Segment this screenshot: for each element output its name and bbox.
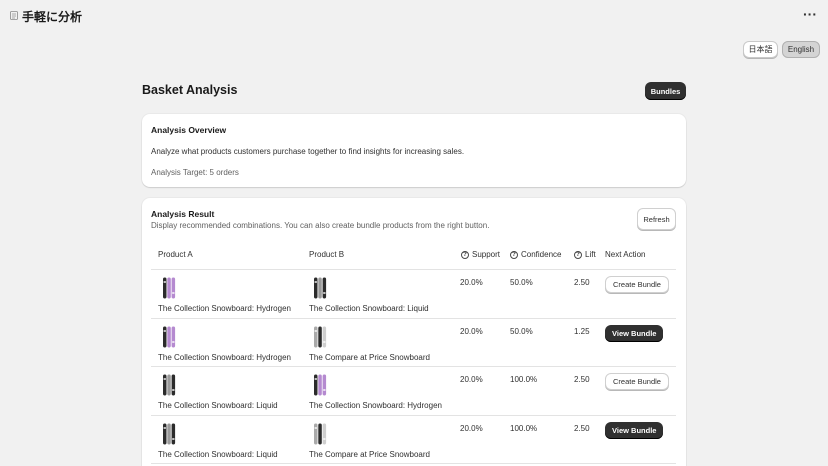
row-divider	[151, 366, 676, 367]
product-a-header-label: Product A	[158, 250, 193, 259]
confidence-value: 50.0%	[510, 326, 533, 336]
confidence-value: 100.0%	[510, 375, 538, 384]
product-b-thumbnail	[313, 374, 327, 396]
analysis-overview-card: Analysis Overview Analyze what products …	[142, 114, 686, 187]
result-description: Display recommended combinations. You ca…	[151, 221, 490, 230]
product-b-name: The Compare at Price Snowboard	[309, 352, 430, 362]
support-value: 20.0%	[460, 423, 483, 433]
overview-description: Analyze what products customers purchase…	[151, 147, 465, 156]
analysis-result-card: Analysis Result Display recommended comb…	[142, 198, 686, 466]
confidence-value: 50.0%	[510, 278, 533, 287]
lang-english-button[interactable]: English	[782, 41, 820, 58]
confidence-value: 100.0%	[510, 423, 538, 433]
app-title: 手軽に分析	[22, 10, 83, 24]
support-value: 20.0%	[460, 375, 483, 384]
column-header-product-a: Product A	[158, 250, 193, 259]
product-a-name: The Collection Snowboard: Liquid	[158, 449, 278, 459]
help-circle-icon[interactable]: ?	[510, 250, 518, 259]
app-header: 手軽に分析 ···	[0, 0, 828, 32]
table-row: The Collection Snowboard: Liquid The Comp…	[142, 416, 686, 464]
view-bundle-button[interactable]: View Bundle	[605, 324, 664, 342]
product-b-name: The Collection Snowboard: Hydrogen	[309, 401, 442, 410]
column-header-lift[interactable]: ? Lift	[574, 250, 596, 259]
lift-value: 2.50	[574, 278, 590, 287]
lang-japanese-button[interactable]: 日本語	[743, 41, 778, 58]
product-b-name: The Collection Snowboard: Liquid	[309, 304, 429, 313]
create-bundle-button[interactable]: Create Bundle	[605, 373, 669, 390]
page-title: Basket Analysis	[142, 83, 238, 97]
view-bundle-button[interactable]: View Bundle	[605, 421, 664, 439]
row-divider	[151, 317, 676, 319]
product-b-header-label: Product B	[309, 250, 345, 259]
overview-title: Analysis Overview	[151, 125, 227, 135]
help-circle-icon[interactable]: ?	[574, 250, 582, 259]
more-menu-button[interactable]: ···	[803, 6, 817, 22]
support-value: 20.0%	[460, 278, 483, 287]
support-value: 20.0%	[460, 326, 483, 336]
lift-value: 1.25	[574, 326, 590, 336]
row-divider	[151, 463, 676, 464]
lift-header-label: Lift	[585, 250, 596, 259]
column-header-confidence[interactable]: ? Confidence	[510, 250, 561, 259]
bundles-button[interactable]: Bundles	[645, 82, 686, 100]
lift-value: 2.50	[574, 375, 590, 384]
product-b-thumbnail	[313, 277, 327, 299]
column-header-support[interactable]: ? Support	[461, 250, 500, 259]
analysis-target: Analysis Target: 5 orders	[151, 168, 239, 177]
product-a-name: The Collection Snowboard: Hydrogen	[158, 352, 291, 362]
product-b-thumbnail	[313, 423, 327, 445]
product-a-thumbnail	[162, 326, 176, 348]
support-header-label: Support	[472, 250, 501, 259]
lift-value: 2.50	[574, 423, 590, 433]
table-row: The Collection Snowboard: Hydrogen The Co…	[142, 319, 686, 367]
product-b-thumbnail	[313, 326, 327, 348]
create-bundle-button[interactable]: Create Bundle	[605, 276, 669, 293]
next-action-header-label: Next Action	[605, 250, 646, 259]
product-a-thumbnail	[162, 423, 176, 445]
refresh-button[interactable]: Refresh	[637, 208, 676, 230]
column-header-product-b: Product B	[309, 250, 344, 259]
confidence-header-label: Confidence	[521, 250, 562, 259]
table-row: The Collection Snowboard: Hydrogen The Co…	[142, 270, 686, 319]
product-b-name: The Compare at Price Snowboard	[309, 449, 430, 459]
result-title: Analysis Result	[151, 209, 215, 219]
table-row: The Collection Snowboard: Liquid The Coll…	[142, 367, 686, 416]
help-circle-icon[interactable]: ?	[461, 250, 469, 259]
column-header-next-action: Next Action	[605, 250, 645, 259]
product-a-thumbnail	[162, 277, 176, 299]
product-a-name: The Collection Snowboard: Hydrogen	[158, 304, 291, 313]
table-divider	[151, 269, 676, 270]
product-a-name: The Collection Snowboard: Liquid	[158, 401, 278, 410]
app-icon	[10, 11, 18, 20]
product-a-thumbnail	[162, 374, 176, 396]
row-divider	[151, 414, 676, 416]
